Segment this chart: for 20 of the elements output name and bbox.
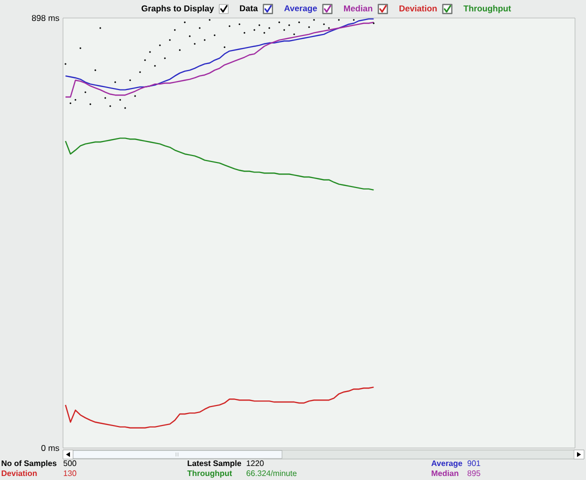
text: 130 [64, 470, 76, 476]
text: Throughput [187, 470, 232, 478]
text: 1220 [246, 460, 264, 466]
y-tick-label: 898 ms [32, 15, 60, 22]
text: Median [432, 470, 458, 476]
text: Deviation [2, 470, 37, 476]
text: Latest Sample [188, 460, 242, 468]
y-tick-label: 0 ms [41, 444, 60, 452]
legend-label: Deviation [400, 5, 437, 12]
text: 901 [468, 460, 480, 466]
legend-label: Throughput [464, 5, 511, 14]
text: 500 [64, 460, 76, 466]
legend-label: Median [344, 5, 372, 12]
text: 66.324/minute [246, 470, 297, 476]
legend-title: Graphs to Display [142, 5, 214, 14]
text: No of Samples [2, 460, 56, 468]
text: Average [431, 460, 462, 468]
text: 895 [468, 470, 480, 476]
legend-label: Average [284, 5, 317, 13]
legend-label: Data [240, 5, 258, 12]
